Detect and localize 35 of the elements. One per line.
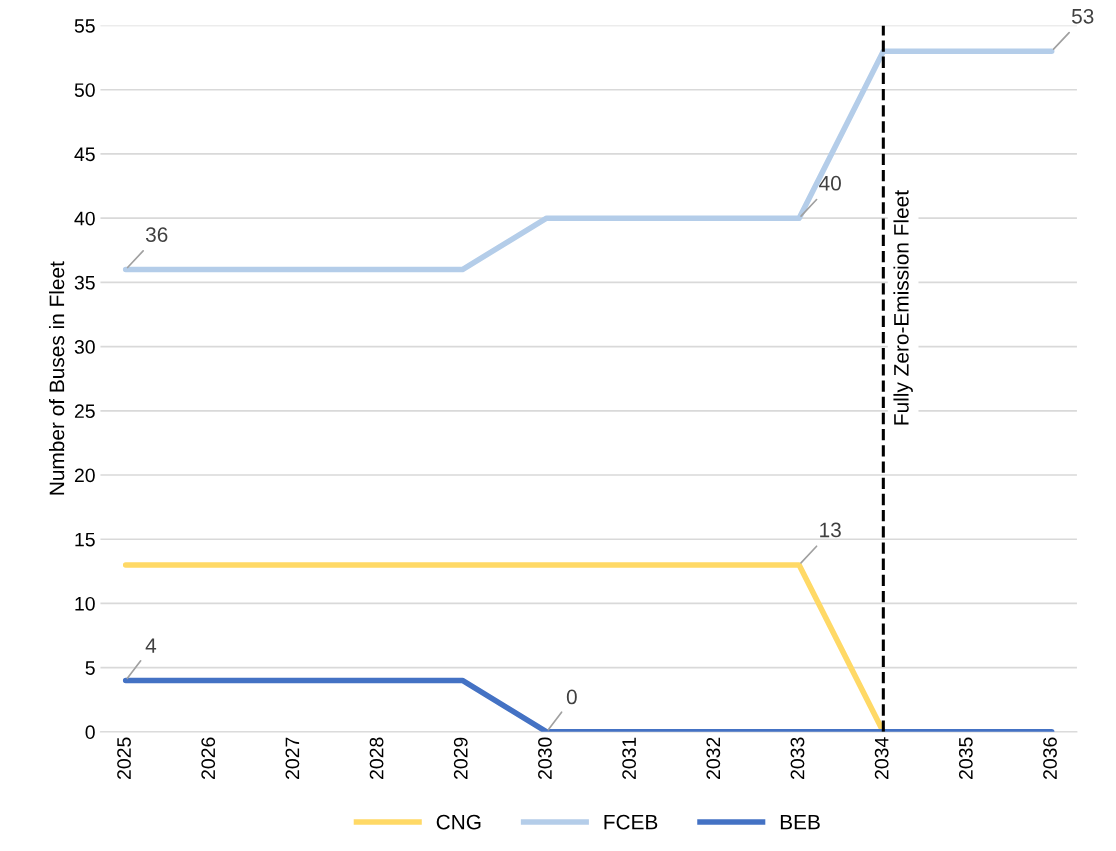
y-tick-label: 45 — [74, 147, 95, 162]
data-label: 40 — [819, 175, 841, 191]
ref-line-label: Fully Zero-Emission Fleet — [893, 190, 913, 425]
legend-label: CNG — [436, 814, 481, 830]
data-label: 0 — [566, 689, 577, 705]
y-axis-title: Number of Buses in Fleet — [48, 261, 65, 495]
x-tick-label: 2025 — [117, 737, 131, 779]
y-tick-label: 5 — [85, 661, 95, 675]
y-tick-label: 35 — [74, 275, 95, 290]
x-tick-label: 2036 — [1043, 737, 1057, 779]
y-tick-label: 10 — [75, 596, 95, 611]
x-tick-label: 2029 — [453, 737, 468, 779]
y-tick-label: 15 — [75, 532, 95, 547]
y-tick-label: 25 — [74, 404, 95, 419]
x-tick-label: 2030 — [538, 737, 552, 779]
y-tick-label: 55 — [74, 19, 95, 33]
x-tick-label: 2028 — [369, 737, 384, 779]
data-label: 4 — [145, 638, 157, 653]
legend-label: BEB — [780, 814, 820, 830]
x-tick-label: 2035 — [958, 737, 973, 779]
x-tick-label: 2034 — [874, 737, 889, 779]
data-label: 53 — [1071, 8, 1094, 24]
data-label: 36 — [145, 227, 168, 242]
data-label: 13 — [820, 522, 841, 538]
x-tick-label: 2026 — [201, 737, 216, 779]
legend-label: FCEB — [604, 814, 658, 830]
x-tick-label: 2031 — [622, 737, 636, 779]
y-tick-label: 40 — [74, 211, 95, 226]
x-tick-label: 2033 — [790, 737, 805, 779]
y-tick-label: 30 — [74, 340, 95, 354]
x-tick-label: 2027 — [285, 737, 300, 779]
x-tick-label: 2032 — [706, 737, 721, 779]
y-tick-label: 0 — [85, 725, 95, 740]
y-tick-label: 20 — [74, 468, 95, 483]
y-tick-label: 50 — [74, 83, 95, 97]
